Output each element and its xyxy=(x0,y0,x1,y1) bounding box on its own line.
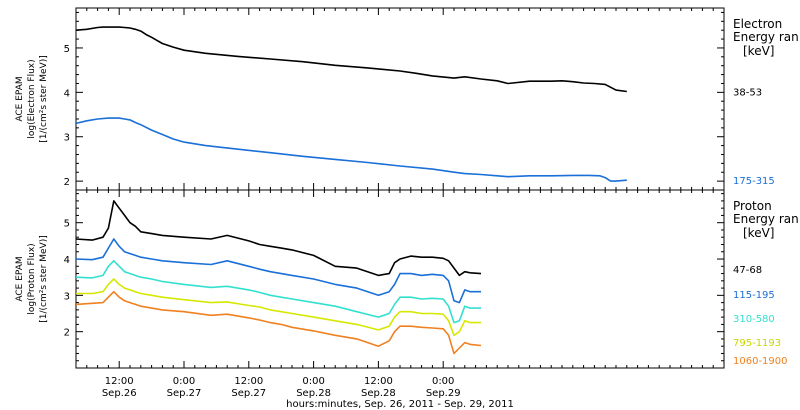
x-tick-time: 0:00 xyxy=(302,376,324,387)
legend-title: Electron xyxy=(733,17,782,31)
y-tick-label: 4 xyxy=(64,255,70,266)
legend-entry-47-68: 47-68 xyxy=(733,265,762,276)
legend-units: [keV] xyxy=(743,44,774,58)
series-line-175-315 xyxy=(75,117,627,182)
x-tick-date: Sep.27 xyxy=(167,388,202,399)
legend-entry-115-195: 115-195 xyxy=(733,290,775,301)
y-tick-label: 4 xyxy=(64,88,70,99)
y-tick-label: 2 xyxy=(64,177,70,188)
x-tick-time: 0:00 xyxy=(432,376,454,387)
legend-units: [keV] xyxy=(743,226,774,240)
series-line-47-68 xyxy=(75,200,482,277)
legend-title: Proton xyxy=(733,199,772,213)
y-axis-label: ACE EPAM xyxy=(15,256,25,301)
legend-entry-795-1193: 795-1193 xyxy=(733,338,781,349)
plot-frame xyxy=(75,189,725,369)
x-tick-time: 12:00 xyxy=(234,376,263,387)
y-tick-label: 5 xyxy=(64,44,70,55)
legend-entry-310-580: 310-580 xyxy=(733,314,775,325)
x-tick-time: 12:00 xyxy=(105,376,134,387)
y-axis-label: log(Electron Flux) xyxy=(27,59,37,138)
y-tick-label: 3 xyxy=(64,291,70,302)
y-tick-label: 2 xyxy=(64,328,70,339)
series-line-115-195 xyxy=(75,238,481,304)
x-tick-time: 0:00 xyxy=(173,376,195,387)
legend-subtitle: Energy ran xyxy=(733,30,799,44)
legend-subtitle: Energy ran xyxy=(733,212,799,226)
x-tick-date: Sep.27 xyxy=(231,388,266,399)
plot-frame xyxy=(75,7,725,191)
x-tick-date: Sep.28 xyxy=(361,388,396,399)
y-axis-label: log(Proton Flux) xyxy=(27,243,37,314)
x-tick-date: Sep.28 xyxy=(296,388,331,399)
legend-entry-38-53: 38-53 xyxy=(733,87,762,98)
series-line-1060-1900 xyxy=(75,290,482,355)
series-line-38-53 xyxy=(75,26,627,93)
y-tick-label: 5 xyxy=(64,219,70,230)
y-tick-label: 3 xyxy=(64,133,70,144)
y-axis-label: [1/(cm²s ster MeV)] xyxy=(39,235,49,322)
x-tick-date: Sep.26 xyxy=(102,388,137,399)
x-axis-label: hours:minutes, Sep. 26, 2011 - Sep. 29, … xyxy=(286,399,514,410)
legend-entry-175-315: 175-315 xyxy=(733,176,775,187)
panel-electron: 2 3 4 5 ACE EPAM log(Electron Flux) [1/(cm²s s… xyxy=(15,7,799,191)
y-axis-label: ACE EPAM xyxy=(15,76,25,121)
legend-entry-1060-1900: 1060-1900 xyxy=(733,356,788,367)
series-line-795-1193 xyxy=(76,278,481,337)
y-axis-label: [1/(cm²s ster MeV)] xyxy=(39,55,49,142)
panel-proton: 2 3 4 5 ACE EPAM log(Proton Flux) [1/(cm²s ste… xyxy=(15,189,799,410)
series-line-310-580 xyxy=(75,260,481,324)
x-tick-date: Sep.29 xyxy=(426,388,461,399)
x-tick-time: 12:00 xyxy=(364,376,393,387)
